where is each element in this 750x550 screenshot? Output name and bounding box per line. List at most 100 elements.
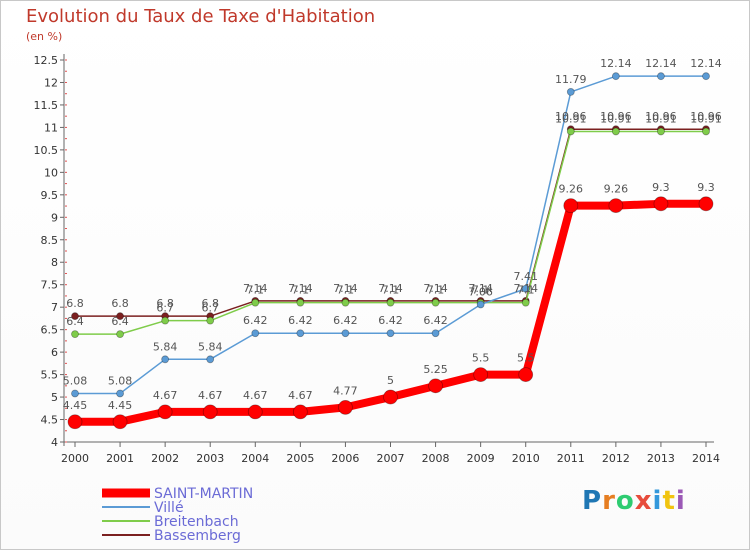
data-point-saint-martin	[67, 414, 83, 430]
data-label-breitenbach: 6.7	[201, 302, 219, 315]
data-point-saint-martin	[608, 198, 624, 214]
data-label-saint-martin: 5.5	[517, 352, 535, 365]
data-label-vill-: 7.41	[513, 270, 538, 283]
data-point-bassemberg	[116, 312, 124, 321]
logo-letter: i	[652, 486, 663, 516]
data-point-vill-	[341, 329, 350, 338]
data-label-vill-: 11.79	[555, 73, 587, 86]
data-point-saint-martin	[473, 367, 489, 382]
y-tick-label: 12.5	[34, 54, 59, 67]
data-point-vill-	[161, 355, 170, 364]
y-tick-label: 8.5	[41, 234, 59, 247]
data-label-vill-: 7.06	[468, 285, 493, 298]
data-label-breitenbach: 10.91	[600, 112, 632, 125]
data-point-saint-martin	[563, 198, 579, 214]
logo-letter: r	[602, 486, 616, 516]
chart-series	[67, 72, 714, 430]
legend-label-bassemberg: Bassemberg	[154, 528, 241, 544]
x-tick-label: 2005	[286, 452, 314, 465]
legend-label-breitenbach: Breitenbach	[154, 514, 239, 530]
data-label-bassemberg: 7.14	[378, 282, 403, 295]
data-point-saint-martin	[157, 404, 173, 420]
data-label-bassemberg: 7.14	[513, 282, 538, 295]
data-point-breitenbach	[431, 298, 440, 307]
data-label-vill-: 5.84	[153, 340, 178, 353]
data-point-saint-martin	[202, 404, 218, 420]
y-tick-label: 4	[51, 436, 58, 449]
data-label-breitenbach: 10.91	[690, 112, 722, 125]
data-point-vill-	[206, 355, 215, 364]
legend-label-saint-martin: SAINT-MARTIN	[154, 486, 253, 502]
data-label-bassemberg: 10.96	[555, 110, 587, 123]
data-point-breitenbach	[521, 298, 530, 307]
data-label-saint-martin: 4.77	[333, 384, 358, 397]
x-tick-label: 2000	[61, 452, 89, 465]
data-label-breitenbach: 7.1	[382, 284, 400, 297]
data-label-breitenbach: 6.4	[66, 315, 84, 328]
y-tick-label: 9	[51, 211, 58, 224]
x-tick-label: 2007	[377, 452, 405, 465]
legend-label-vill-: Villé	[154, 500, 184, 516]
y-tick-label: 5.5	[41, 369, 59, 382]
x-tick-label: 2002	[151, 452, 179, 465]
x-tick-label: 2006	[331, 452, 359, 465]
data-label-bassemberg: 7.14	[468, 282, 493, 295]
proxiti-logo: Proxiti	[582, 486, 686, 516]
logo-letter: P	[582, 486, 603, 516]
x-tick-label: 2014	[692, 452, 720, 465]
data-point-vill-	[296, 329, 305, 338]
data-point-breitenbach	[611, 127, 620, 136]
data-label-vill-: 5.84	[198, 340, 223, 353]
x-tick-label: 2004	[241, 452, 269, 465]
data-label-breitenbach: 7.1	[247, 284, 265, 297]
y-tick-label: 4.5	[41, 414, 59, 427]
data-label-breitenbach: 10.91	[645, 112, 677, 125]
data-label-bassemberg: 6.8	[156, 297, 174, 310]
data-label-bassemberg: 10.96	[690, 110, 722, 123]
data-label-vill-: 12.14	[690, 57, 722, 70]
data-label-bassemberg: 7.14	[333, 282, 358, 295]
data-label-vill-: 6.42	[423, 314, 448, 327]
data-label-breitenbach: 6.4	[111, 315, 129, 328]
data-label-bassemberg: 7.14	[288, 282, 313, 295]
data-point-vill-	[702, 72, 710, 81]
data-label-breitenbach: 10.91	[555, 112, 587, 125]
data-label-saint-martin: 9.26	[604, 183, 629, 196]
chart-data-labels: 6.8 6.8 6.8 6.87.14 7.14 7.14 7.14 7.14 7.14 7.14…	[63, 57, 722, 412]
data-label-saint-martin: 5.25	[423, 363, 448, 376]
x-tick-label: 2008	[422, 452, 450, 465]
y-tick-label: 10	[44, 166, 58, 179]
y-tick-label: 12	[44, 76, 58, 89]
data-point-saint-martin	[338, 399, 353, 415]
data-label-saint-martin: 5.5	[472, 352, 490, 365]
data-point-breitenbach	[296, 298, 305, 307]
data-label-breitenbach: 7.1	[517, 284, 535, 297]
data-point-breitenbach	[657, 127, 665, 136]
data-point-breitenbach	[71, 330, 79, 339]
chart-axes: 4 4.5 5 5.5 6 6.5 7 7.5 8 8.5 9 9.5 10 10.5 11 11.5 12 12…	[34, 54, 720, 465]
data-point-vill-	[116, 389, 124, 398]
data-label-bassemberg: 7.14	[423, 282, 448, 295]
data-label-breitenbach: 7.1	[292, 284, 310, 297]
data-point-breitenbach	[251, 298, 260, 307]
chart-title: Evolution du Taux de Taxe d'Habitation	[26, 6, 376, 27]
data-point-vill-	[71, 389, 79, 398]
data-point-breitenbach	[206, 316, 215, 325]
data-point-vill-	[476, 300, 485, 309]
data-point-breitenbach	[702, 127, 710, 136]
data-label-saint-martin: 4.67	[288, 389, 313, 402]
y-tick-label: 11.5	[34, 99, 59, 112]
data-label-vill-: 12.14	[645, 57, 677, 70]
data-label-vill-: 5.08	[108, 374, 133, 387]
data-point-breitenbach	[116, 330, 124, 339]
data-label-vill-: 12.14	[600, 57, 632, 70]
y-tick-label: 5	[51, 391, 58, 404]
data-label-vill-: 6.42	[288, 314, 313, 327]
x-tick-label: 2010	[512, 452, 540, 465]
x-tick-label: 2003	[196, 452, 224, 465]
data-label-saint-martin: 4.45	[108, 399, 133, 412]
data-label-vill-: 6.42	[333, 314, 358, 327]
